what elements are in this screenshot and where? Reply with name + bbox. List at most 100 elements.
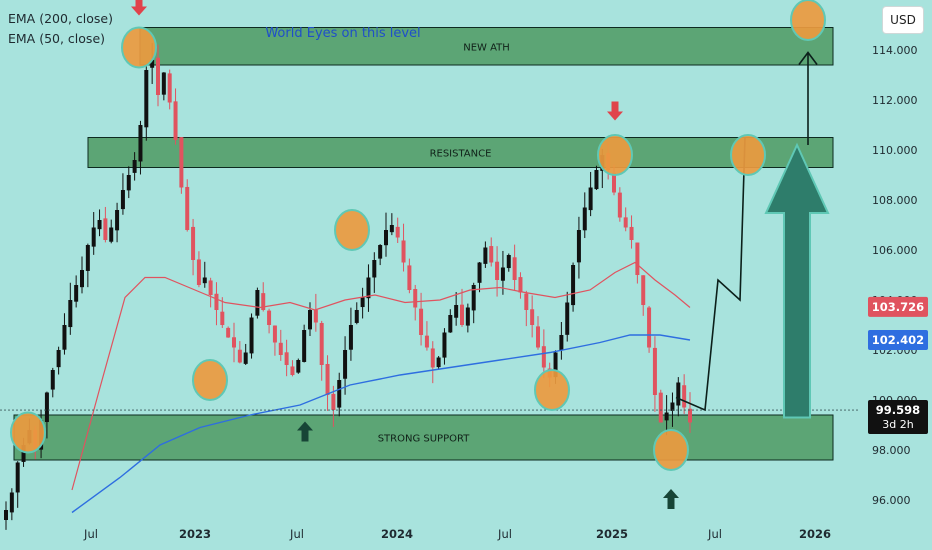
highlight-circle [730,134,766,176]
price-badge-value: 103.726 [872,300,924,314]
candle-body [460,304,464,325]
candle-body [395,226,400,238]
x-tick-label: 2026 [799,527,831,541]
candle-body [91,227,96,247]
target-arrow-head [798,51,818,65]
candle-body [255,290,260,316]
up-arrow-icon [297,421,313,442]
candle-body [582,207,587,231]
x-tick-label: Jul [497,527,512,541]
highlight-circle [653,429,689,471]
candle-body [126,175,131,191]
zone-resistance [87,137,834,168]
candle-body [337,380,342,408]
candle-body [44,392,49,423]
candle-body [103,218,108,240]
price-badge [868,329,928,350]
up-arrow-icon [663,489,679,509]
candle-body [120,190,125,210]
down-arrow-icon [131,0,147,16]
candle-body [389,225,394,233]
candle-body [313,309,318,323]
candle-body [249,317,254,354]
candle-body [424,335,429,348]
candle-body [647,307,652,348]
y-tick-label: 96.000 [872,494,911,507]
candle-body [530,309,535,325]
candle-body [465,307,470,326]
candle-body [688,408,692,423]
candle-body [161,72,166,95]
candle-body [682,385,687,408]
candle-body [156,57,160,95]
candle-body [641,275,646,305]
highlight-circle [534,369,570,411]
candle-body [512,257,517,280]
candle-body [576,230,581,263]
candle-body [331,393,336,410]
candle-body [56,350,61,368]
candle-body [308,310,312,330]
x-tick-label: 2025 [596,527,628,541]
candle-body [407,265,412,290]
highlight-circle [192,359,228,401]
annotation-text: World Eyes on this level [265,26,420,41]
price-badge-countdown: 3d 2h [882,418,913,431]
candle-body [524,293,529,310]
candle-body [278,342,283,355]
candle-body [629,226,634,240]
candle-body [559,335,564,351]
candle-body [413,289,418,308]
candle-body [115,210,120,231]
candle-body [495,261,500,280]
candle-body [196,259,201,285]
price-badge-value: 102.402 [872,333,924,347]
ema50-indicator-label[interactable]: EMA (50, close) [8,31,106,46]
candle-body [670,402,675,411]
candle-body [354,310,359,323]
candle-body [284,352,289,365]
candle-body [442,332,447,358]
candle-body [267,310,272,325]
candle-body [588,187,593,211]
candle-body [384,230,388,246]
zone-label: NEW ATH [463,42,510,53]
y-tick-label: 110.000 [872,144,918,157]
price-badge-value: 99.598 [876,403,920,417]
x-tick-label: 2023 [179,527,211,541]
candle-body [635,242,640,275]
ema200-indicator-label[interactable]: EMA (200, close) [8,11,113,26]
candle-body [243,352,248,364]
candle-body [167,73,172,103]
candle-body [366,277,371,299]
candle-body [15,462,20,493]
candle-body [658,392,663,423]
x-tick-label: Jul [707,527,722,541]
y-tick-label: 108.000 [872,194,918,207]
candle-body [483,247,488,264]
candle-body [80,270,84,288]
currency-button[interactable]: USD [882,6,924,34]
candle-body [272,325,277,343]
candle-body [150,60,155,68]
candle-body [290,366,295,375]
highlight-circle [10,411,46,454]
candle-body [565,302,570,335]
candle-body [226,327,231,338]
highlight-circle [334,209,370,251]
candle-body [50,370,55,390]
candle-body [85,245,90,271]
candle-body [74,285,79,302]
candle-body [536,326,540,348]
zone-label: STRONG SUPPORT [378,434,471,445]
candle-body [664,412,669,421]
x-tick-label: Jul [83,527,98,541]
y-tick-label: 98.000 [872,444,911,457]
highlight-circle [597,134,633,176]
candle-body [4,510,8,520]
down-arrow-icon [607,101,623,121]
candle-body [173,101,178,140]
highlight-circle [790,0,826,41]
